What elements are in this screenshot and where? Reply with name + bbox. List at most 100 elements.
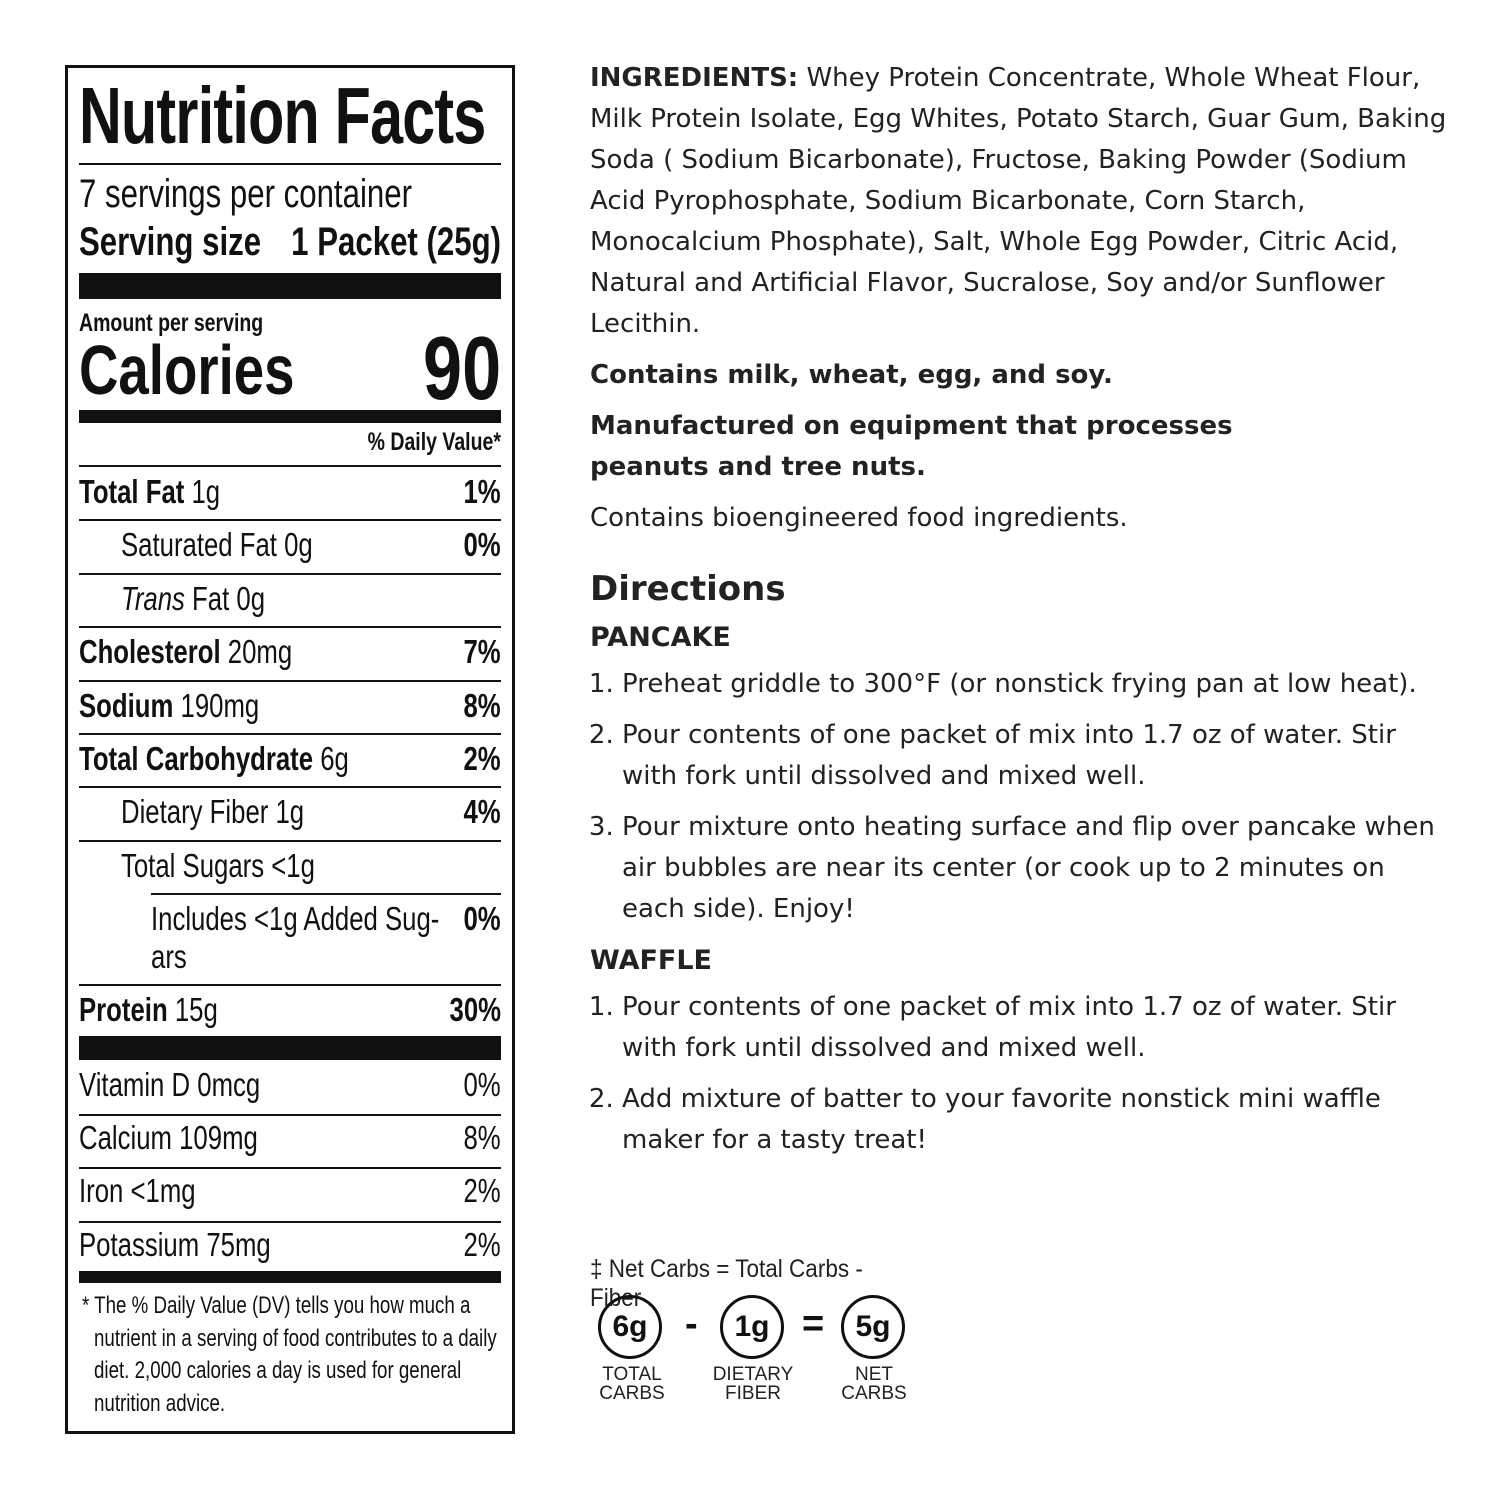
nutrient-label: Cholesterol 20mg: [79, 633, 292, 671]
nutrient-amount: 6g: [313, 740, 349, 777]
bioengineered-statement: Contains bioengineered food ingredients.: [590, 503, 1128, 533]
thick-divider: [79, 410, 501, 423]
amount-per-serving-text: Amount per serving: [79, 309, 264, 337]
calories-value-text: 90: [422, 319, 501, 419]
divider: [79, 519, 501, 522]
waffle-steps: Pour contents of one packet of mix into …: [590, 987, 1450, 1161]
nutrient-daily-value: 7%: [453, 633, 501, 671]
label-title-text: Nutrition Facts: [79, 71, 486, 160]
vitamin-name-text: Calcium 109mg: [79, 1119, 258, 1157]
vitamin-daily-value: 2%: [453, 1172, 501, 1210]
dietary-fiber-circle: 1g: [720, 1295, 784, 1359]
pancake-step: Pour mixture onto heating surface and fl…: [622, 807, 1450, 930]
daily-value-text: 0%: [463, 526, 501, 564]
nutrient-row: Trans Fat 0g: [79, 574, 501, 629]
nutrient-amount: 20mg: [220, 633, 293, 671]
calories-value: 90: [401, 318, 501, 421]
divider: [79, 732, 501, 735]
dietary-fiber-caption: DIETARY FIBER: [708, 1365, 798, 1403]
serving-size-label: Serving size: [79, 220, 312, 265]
nutrient-daily-value: 1%: [453, 473, 501, 511]
nutrient-name: Sodium 190mg: [79, 687, 310, 725]
ingredients: INGREDIENTS: Whey Protein Concentrate, W…: [590, 58, 1450, 345]
nutrient-row: Total Carbohydrate 6g 2%: [79, 734, 501, 789]
nutrient-name: Saturated Fat 0g: [121, 526, 367, 564]
caption-line: TOTAL: [602, 1364, 662, 1385]
amount-per-serving: Amount per serving: [79, 309, 315, 338]
caption-line: CARBS: [841, 1383, 907, 1404]
nutrient-daily-value: 2%: [453, 740, 501, 778]
vitamin-daily-value: 0%: [453, 1066, 501, 1104]
serving-size-value: 1 Packet (25g): [232, 220, 501, 265]
pancake-step: Pour contents of one packet of mix into …: [622, 715, 1450, 797]
divider: [79, 1220, 501, 1223]
daily-value-header: % Daily Value*: [330, 428, 501, 457]
minus-sign: -: [685, 1303, 698, 1345]
caption-line: DIETARY: [712, 1364, 794, 1385]
nutrient-row: Saturated Fat 0g 0%: [79, 520, 501, 575]
nutrient-daily-value: 0%: [453, 900, 501, 938]
divider: [79, 679, 501, 682]
divider: [79, 163, 501, 165]
vitamin-name: Calcium 109mg: [79, 1119, 308, 1157]
nutrient-name-text: Cholesterol: [79, 633, 221, 671]
nutrient-label: Total Sugars <1g: [121, 847, 315, 885]
directions-title: Directions: [590, 569, 786, 609]
divider: [79, 465, 501, 467]
pancake-step: Preheat griddle to 300°F (or nonstick fr…: [622, 664, 1450, 705]
pancake-title: PANCAKE: [590, 622, 731, 653]
allergen-statement: Contains milk, wheat, egg, and soy.: [590, 360, 1113, 390]
thick-divider: [79, 273, 501, 299]
manufacturing-statement: Manufactured on equipment that processes…: [590, 411, 1233, 482]
net-carbs-caption: NET CARBS: [829, 1365, 919, 1403]
daily-value-text: 30%: [449, 991, 501, 1029]
vitamin-name-text: Vitamin D 0mcg: [79, 1066, 261, 1103]
serving-size-label-text: Serving size: [79, 220, 262, 264]
daily-value-text: 8%: [463, 1119, 501, 1157]
thick-divider: [79, 1271, 501, 1283]
nutrient-name-text: Protein: [79, 991, 168, 1029]
footnote-line: diet. 2,000 calories a day is used for g…: [94, 1357, 462, 1384]
nutrient-name-text: Trans: [121, 579, 185, 617]
daily-value-text: 0%: [463, 1066, 501, 1103]
vitamin-row: Potassium 75mg 2%: [79, 1222, 501, 1275]
total-carbs-circle: 6g: [598, 1295, 662, 1359]
footnote-line: nutrient in a serving of food contribute…: [94, 1324, 497, 1352]
calories-label-text: Calories: [79, 331, 295, 409]
vitamin-daily-value: 2%: [453, 1226, 501, 1264]
nutrient-label: Saturated Fat 0g: [121, 526, 313, 564]
nutrient-amount: ars: [151, 938, 187, 976]
divider: [79, 984, 501, 987]
daily-value-text: 8%: [463, 686, 501, 724]
divider: [79, 572, 501, 575]
daily-value-header-text: % Daily Value*: [367, 428, 501, 456]
nutrient-amount: 1g: [268, 793, 305, 831]
vitamin-row: Calcium 109mg 8%: [79, 1115, 501, 1170]
ingredients-text: Whey Protein Concentrate, Whole Wheat Fl…: [590, 63, 1447, 339]
caption-line: FIBER: [725, 1383, 781, 1404]
divider: [79, 839, 501, 842]
daily-value-text: 4%: [463, 793, 501, 831]
nutrient-label: Includes <1g Added Sug-ars: [151, 900, 439, 976]
daily-value-text: 0%: [463, 900, 501, 938]
daily-value-text: 2%: [463, 740, 501, 777]
calories-label: Calories: [79, 330, 355, 410]
pancake-steps: Preheat griddle to 300°F (or nonstick fr…: [590, 664, 1450, 930]
nutrient-name-text: Total Sugars: [121, 846, 265, 884]
net-carbs-circle: 5g: [841, 1295, 905, 1359]
nutrient-amount: Fat 0g: [184, 579, 266, 617]
vitamin-name-text: Potassium 75mg: [79, 1225, 271, 1263]
nutrient-label: Dietary Fiber 1g: [121, 793, 304, 831]
nutrient-label: Total Carbohydrate 6g: [79, 740, 349, 778]
nutrient-name-text: Saturated Fat: [121, 526, 277, 564]
nutrient-row: Total Fat 1g 1%: [79, 467, 501, 522]
servings-per-container: 7 servings per container: [79, 172, 506, 217]
nutrient-row: Sodium 190mg 8%: [79, 681, 501, 735]
vitamin-row: Vitamin D 0mcg 0%: [79, 1062, 501, 1117]
vitamin-name: Iron <1mg: [79, 1172, 229, 1210]
daily-value-text: 2%: [463, 1225, 501, 1263]
divider: [79, 626, 501, 629]
nutrient-daily-value: 8%: [453, 687, 501, 725]
ingredients-label: INGREDIENTS:: [590, 63, 799, 93]
divider: [151, 893, 501, 896]
